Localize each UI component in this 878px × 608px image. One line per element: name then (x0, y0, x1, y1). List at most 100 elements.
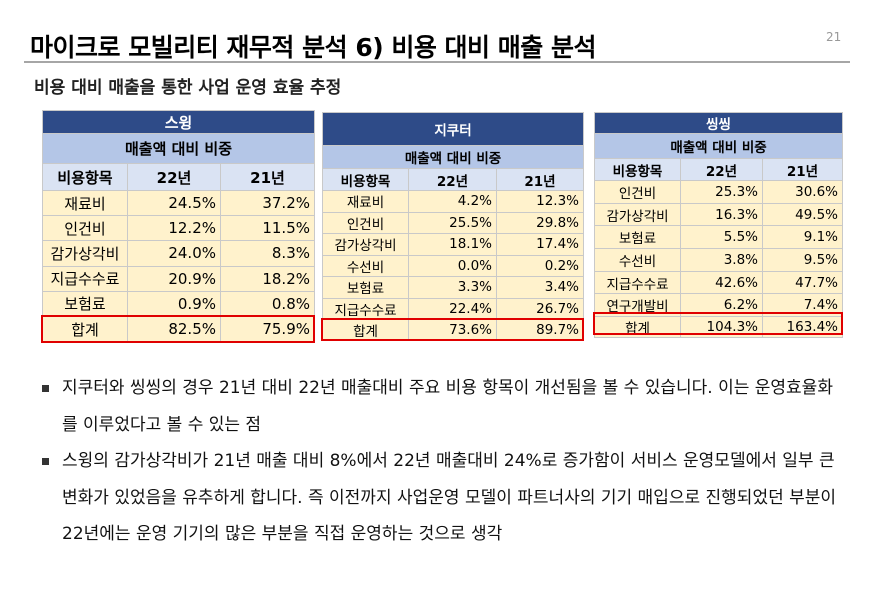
page-number: 21 (826, 30, 842, 44)
data-row: 재료비 24.5% 37.2% (42, 189, 315, 217)
table-title: 씽씽 (594, 112, 843, 134)
data-row: 수선비 0.0% 0.2% (322, 254, 584, 277)
cell-item: 지급수수료 (594, 270, 681, 295)
cell-item: 재료비 (322, 190, 409, 213)
cell-item: 수선비 (322, 254, 409, 277)
cell-value: 0.8% (220, 290, 315, 317)
slide-title: 마이크로 모빌리티 재무적 분석 6) 비용 대비 매출 분석 (30, 33, 596, 62)
column-header: 21년 (762, 158, 843, 181)
data-row: 인건비 12.2% 11.5% (42, 215, 315, 242)
cell-value: 3.4% (496, 276, 584, 299)
cell-value: 12.2% (127, 215, 221, 242)
data-row: 연구개발비 6.2% 7.4% (594, 293, 843, 318)
total-highlight (41, 315, 315, 343)
column-header: 비용항목 (594, 158, 681, 181)
table-subtitle: 매출액 대비 비중 (594, 133, 843, 159)
subtitle-row: 매출액 대비 비중 (42, 133, 315, 164)
total-row: 합계 104.3% 163.4% (594, 316, 843, 339)
total-highlight (593, 312, 843, 336)
column-header: 비용항목 (322, 168, 409, 191)
cell-item: 지급수수료 (322, 297, 409, 320)
title-row: 스윙 (42, 110, 315, 134)
bullet: 지쿠터와 씽씽의 경우 21년 대비 22년 매출대비 주요 비용 항목이 개선… (40, 370, 840, 443)
cell-item: 감가상각비 (594, 202, 681, 227)
cell-value: 0.2% (496, 254, 584, 277)
cell-value: 12.3% (496, 190, 584, 213)
cell-value: 37.2% (220, 189, 315, 217)
data-row: 지급수수료 42.6% 47.7% (594, 270, 843, 295)
data-row: 감가상각비 24.0% 8.3% (42, 240, 315, 267)
title-row: 지쿠터 (322, 112, 584, 146)
cell-value: 3.8% (680, 248, 763, 272)
cell-item: 수선비 (594, 248, 681, 272)
cell-value: 26.7% (496, 297, 584, 320)
data-row: 지급수수료 22.4% 26.7% (322, 297, 584, 320)
cell-value: 18.1% (408, 233, 497, 256)
table-title: 스윙 (42, 110, 315, 134)
data-row: 재료비 4.2% 12.3% (322, 190, 584, 213)
subtitle: 비용 대비 매출을 통한 사업 운영 효율 추정 (34, 78, 342, 98)
table-subtitle: 매출액 대비 비중 (322, 145, 584, 169)
total-row: 합계 73.6% 89.7% (322, 319, 584, 341)
total-highlight (321, 318, 584, 341)
cell-value: 42.6% (680, 270, 763, 295)
cell-item: 연구개발비 (594, 293, 681, 318)
subtitle-row: 매출액 대비 비중 (322, 145, 584, 169)
cell-value: 11.5% (220, 215, 315, 242)
cell-item: 보험료 (42, 290, 128, 317)
cost-table: 스윙 매출액 대비 비중 비용항목 22년 21년 재료비 24.5% 37.2% 인건비 12.… (42, 110, 315, 343)
cell-item: 감가상각비 (42, 240, 128, 267)
column-header: 22년 (127, 163, 221, 191)
data-row: 지급수수료 20.9% 18.2% (42, 265, 315, 292)
cell-value: 0.9% (127, 290, 221, 317)
cell-item: 인건비 (322, 211, 409, 234)
data-row: 보험료 0.9% 0.8% (42, 290, 315, 317)
cell-value: 25.5% (408, 211, 497, 234)
data-row: 수선비 3.8% 9.5% (594, 248, 843, 272)
cell-value: 25.3% (680, 180, 763, 204)
cell-value: 24.5% (127, 189, 221, 217)
cell-value: 22.4% (408, 297, 497, 320)
cell-value: 49.5% (762, 202, 843, 227)
cell-value: 8.3% (220, 240, 315, 267)
header-row: 비용항목 22년 21년 (594, 158, 843, 181)
cell-value: 6.2% (680, 293, 763, 318)
header-row: 비용항목 22년 21년 (322, 168, 584, 191)
data-row: 감가상각비 18.1% 17.4% (322, 233, 584, 256)
column-header: 22년 (408, 168, 497, 191)
total-value: 104.3% (680, 316, 763, 339)
bullet: 스윙의 감가상각비가 21년 매출 대비 8%에서 22년 매출대비 24%로 … (40, 443, 840, 553)
cell-value: 9.5% (762, 248, 843, 272)
subtitle-row: 매출액 대비 비중 (594, 133, 843, 159)
cell-item: 보험료 (594, 225, 681, 250)
table-subtitle: 매출액 대비 비중 (42, 133, 315, 164)
total-label: 합계 (594, 316, 681, 339)
cell-value: 30.6% (762, 180, 843, 204)
cell-value: 29.8% (496, 211, 584, 234)
title-row: 씽씽 (594, 112, 843, 134)
cell-item: 인건비 (594, 180, 681, 204)
title-rule (24, 61, 850, 63)
cell-item: 재료비 (42, 189, 128, 217)
cell-value: 47.7% (762, 270, 843, 295)
header-row: 비용항목 22년 21년 (42, 163, 315, 191)
total-label: 합계 (322, 319, 409, 341)
total-value: 89.7% (496, 319, 584, 341)
column-header: 21년 (220, 163, 315, 191)
cell-item: 감가상각비 (322, 233, 409, 256)
data-row: 인건비 25.5% 29.8% (322, 211, 584, 234)
data-row: 보험료 3.3% 3.4% (322, 276, 584, 299)
cell-value: 5.5% (680, 225, 763, 250)
data-row: 감가상각비 16.3% 49.5% (594, 202, 843, 227)
total-label: 합계 (42, 315, 128, 343)
cell-value: 18.2% (220, 265, 315, 292)
cell-value: 16.3% (680, 202, 763, 227)
total-row: 합계 82.5% 75.9% (42, 315, 315, 343)
cell-value: 24.0% (127, 240, 221, 267)
total-value: 73.6% (408, 319, 497, 341)
total-value: 163.4% (762, 316, 843, 339)
cell-item: 보험료 (322, 276, 409, 299)
cell-value: 20.9% (127, 265, 221, 292)
cost-table: 씽씽 매출액 대비 비중 비용항목 22년 21년 인건비 25.3% 30.6% 감가상각비 1… (594, 112, 843, 339)
